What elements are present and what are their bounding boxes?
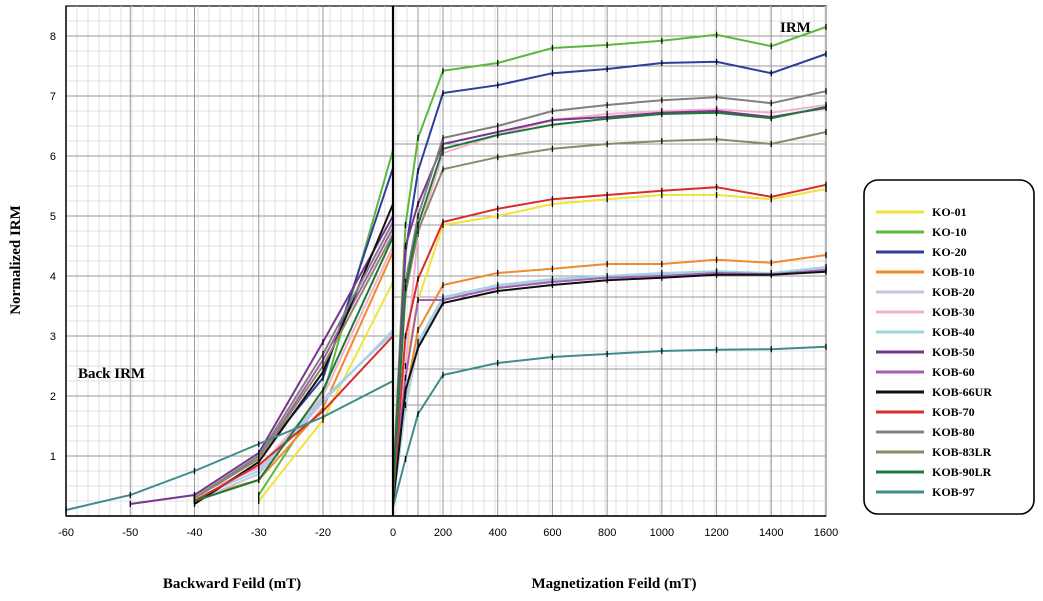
- y-tick-label: 8: [50, 31, 56, 43]
- legend-label: KOB-66UR: [932, 385, 992, 399]
- legend-label: KO-20: [932, 245, 967, 259]
- y-tick-label: 4: [50, 271, 56, 283]
- legend-item: KOB-70: [876, 405, 975, 419]
- back-irm-annotation: Back IRM: [78, 366, 145, 382]
- x-tick-label: 600: [543, 527, 561, 539]
- legend-label: KOB-40: [932, 325, 975, 339]
- x-tick-label: 1000: [650, 527, 674, 539]
- x-tick-label: 1200: [704, 527, 728, 539]
- y-tick-label: 3: [50, 331, 56, 343]
- legend-item: KOB-90LR: [876, 465, 992, 479]
- legend-label: KOB-80: [932, 425, 975, 439]
- legend-item: KOB-80: [876, 425, 975, 439]
- legend-label: KOB-60: [932, 365, 975, 379]
- legend-label: KOB-90LR: [932, 465, 992, 479]
- series-line-back: [194, 245, 394, 496]
- x-tick-label: 1600: [814, 527, 838, 539]
- legend-label: KO-01: [932, 205, 967, 219]
- x-tick-label: 800: [598, 527, 616, 539]
- legend-label: KOB-70: [932, 405, 975, 419]
- legend-item: KOB-30: [876, 305, 975, 319]
- series-line-back: [193, 233, 394, 499]
- legend-item: KOB-40: [876, 325, 975, 339]
- legend-label: KOB-20: [932, 285, 975, 299]
- legend-label: KOB-83LR: [932, 445, 992, 459]
- axes: [65, 6, 826, 517]
- series-line-back: [194, 335, 394, 502]
- legend-item: KOB-66UR: [876, 385, 992, 399]
- y-axis-title: Normalized IRM: [8, 205, 24, 315]
- legend-label: KOB-50: [932, 345, 975, 359]
- legend-item: KOB-60: [876, 365, 975, 379]
- legend-label: KOB-97: [932, 485, 975, 499]
- y-tick-label: 7: [50, 91, 56, 103]
- legend-item: KO-20: [876, 245, 967, 259]
- x-tick-label: 0: [390, 527, 396, 539]
- right-x-axis-title: Magnetization Feild (mT): [532, 576, 697, 592]
- y-tick-label: 5: [50, 211, 56, 223]
- legend-item: KOB-10: [876, 265, 975, 279]
- series-KOB-90LR: [193, 103, 827, 504]
- left-x-axis-title: Backward Feild (mT): [163, 576, 301, 592]
- legend-item: KO-01: [876, 205, 967, 219]
- series-line-back: [194, 251, 394, 499]
- series-lines: [65, 24, 827, 513]
- series-KOB-80: [193, 88, 827, 501]
- y-tick-label: 6: [50, 151, 56, 163]
- legend-label: KOB-30: [932, 305, 975, 319]
- legend-item: KOB-97: [876, 485, 975, 499]
- legend-label: KOB-10: [932, 265, 975, 279]
- legend-item: KOB-20: [876, 285, 975, 299]
- y-tick-label: 1: [50, 451, 56, 463]
- x-tick-label: -60: [58, 527, 74, 539]
- legend-item: KO-10: [876, 225, 967, 239]
- x-tick-label: 1400: [759, 527, 783, 539]
- series-line-back: [193, 221, 394, 499]
- legend: KO-01 KO-10 KO-20 KOB-10 KOB-20 KOB-30 KOB-40 K…: [863, 179, 1035, 515]
- y-tick-label: 2: [50, 391, 56, 403]
- irm-annotation: IRM: [780, 20, 811, 36]
- series-line-back: [65, 380, 394, 511]
- tick-labels: 1 2 3 4 5 6 7 8 -60 -50 -40 -30 -20 0 200 400 600 800 1000…: [50, 31, 838, 539]
- legend-item: KOB-50: [876, 345, 975, 359]
- legend-label: KO-10: [932, 225, 967, 239]
- x-tick-label: -30: [251, 527, 267, 539]
- legend-item: KOB-83LR: [876, 445, 992, 459]
- x-tick-label: -40: [187, 527, 203, 539]
- x-tick-label: -20: [315, 527, 331, 539]
- series-line-back: [194, 236, 394, 502]
- x-tick-label: 400: [489, 527, 507, 539]
- x-tick-label: 200: [434, 527, 452, 539]
- x-tick-label: -50: [122, 527, 138, 539]
